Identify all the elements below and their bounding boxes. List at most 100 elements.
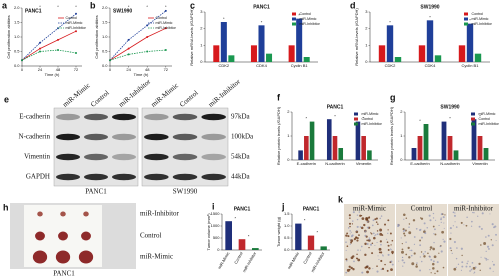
nucleus bbox=[397, 223, 400, 226]
nucleus bbox=[484, 257, 486, 259]
bar bbox=[213, 45, 220, 62]
significance-mark: * bbox=[223, 16, 225, 21]
stained-nucleus bbox=[387, 248, 390, 251]
nucleus bbox=[436, 261, 439, 264]
nucleus bbox=[478, 225, 481, 228]
legend-label: miR-Mimic bbox=[479, 112, 496, 116]
x-tick-label: 0 bbox=[109, 67, 112, 72]
legend-label: miR-Inhibitor bbox=[66, 26, 87, 30]
stained-nucleus bbox=[401, 248, 404, 251]
nucleus bbox=[492, 270, 494, 272]
stained-nucleus bbox=[381, 267, 385, 270]
blot-size-label: 100kDa bbox=[231, 133, 254, 141]
stained-nucleus bbox=[415, 265, 418, 268]
legend-label: miR-Mimic bbox=[156, 21, 173, 25]
nucleus bbox=[430, 258, 433, 261]
panel-letter: h bbox=[3, 202, 9, 212]
legend-swatch bbox=[354, 122, 358, 126]
bar bbox=[483, 148, 489, 160]
bar bbox=[441, 121, 447, 160]
nucleus bbox=[356, 218, 359, 221]
nucleus bbox=[432, 217, 435, 219]
stained-nucleus bbox=[365, 217, 369, 221]
legend-swatch bbox=[464, 22, 468, 26]
nucleus bbox=[452, 225, 454, 227]
nucleus bbox=[474, 266, 477, 268]
nucleus bbox=[433, 241, 435, 244]
bar bbox=[307, 235, 315, 250]
stained-nucleus bbox=[411, 262, 415, 266]
legend-swatch bbox=[471, 112, 475, 116]
bar bbox=[426, 20, 434, 62]
x-tick-label: Cyclin B1 bbox=[291, 63, 309, 68]
blot-band bbox=[56, 173, 80, 181]
tumor-row-label: miR-Mimic bbox=[140, 253, 173, 261]
point bbox=[146, 50, 149, 53]
nucleus bbox=[455, 266, 457, 269]
stained-nucleus bbox=[389, 232, 392, 235]
blot-column-label: Control bbox=[178, 89, 200, 109]
stained-nucleus bbox=[370, 233, 373, 235]
cell-line-label: PANC1 bbox=[53, 270, 75, 278]
nucleus bbox=[372, 268, 374, 270]
stained-nucleus bbox=[449, 237, 452, 241]
series-line bbox=[109, 10, 167, 61]
nucleus bbox=[481, 212, 484, 215]
y-tick-label: 2 bbox=[400, 109, 403, 114]
nucleus bbox=[485, 259, 487, 261]
nucleus bbox=[495, 233, 497, 236]
stained-nucleus bbox=[360, 226, 364, 230]
nucleus bbox=[390, 248, 392, 250]
y-tick-label: 0 bbox=[200, 59, 203, 64]
x-tick-label: 48 bbox=[56, 67, 61, 72]
nucleus bbox=[356, 229, 358, 232]
nucleus bbox=[420, 260, 423, 263]
nucleus bbox=[471, 220, 473, 223]
stained-nucleus bbox=[436, 270, 439, 273]
nucleus bbox=[408, 226, 410, 228]
legend-label: miR-Inhibitor bbox=[479, 122, 500, 126]
x-tick-label: Control bbox=[233, 251, 244, 265]
nucleus bbox=[379, 231, 381, 233]
x-tick-label: 72 bbox=[74, 67, 79, 72]
x-tick-label: N-cadherin bbox=[325, 161, 345, 166]
bar bbox=[304, 136, 309, 160]
legend-swatch bbox=[292, 22, 296, 26]
stained-nucleus bbox=[430, 272, 432, 274]
blot-membrane bbox=[53, 107, 139, 187]
nucleus bbox=[351, 234, 354, 237]
x-tick-label: E-cadherin bbox=[410, 161, 429, 166]
nucleus bbox=[366, 220, 369, 223]
stained-nucleus bbox=[408, 231, 412, 235]
legend-label: miR-Mimic bbox=[362, 112, 379, 116]
nucleus bbox=[493, 226, 495, 229]
significance-mark: * bbox=[128, 4, 130, 9]
nucleus bbox=[461, 261, 464, 264]
bar bbox=[434, 55, 442, 62]
nucleus bbox=[360, 249, 362, 251]
legend-swatch bbox=[354, 112, 358, 116]
stained-nucleus bbox=[350, 266, 353, 270]
significance-mark: * bbox=[419, 118, 421, 123]
stained-nucleus bbox=[366, 239, 369, 242]
blot-band bbox=[144, 173, 169, 181]
nucleus bbox=[488, 247, 490, 250]
nucleus bbox=[438, 224, 440, 227]
panel-letter: g bbox=[390, 92, 396, 102]
nucleus bbox=[364, 234, 367, 237]
chart-title: PANC1 bbox=[327, 104, 344, 110]
nucleus bbox=[486, 245, 490, 248]
nucleus bbox=[401, 259, 404, 262]
nucleus bbox=[390, 260, 393, 263]
stained-nucleus bbox=[356, 237, 359, 240]
nucleus bbox=[480, 256, 482, 258]
blot-band bbox=[201, 113, 226, 121]
nucleus bbox=[372, 219, 375, 222]
stained-nucleus bbox=[433, 255, 437, 259]
stained-nucleus bbox=[371, 252, 374, 255]
nucleus bbox=[454, 212, 456, 214]
stained-nucleus bbox=[371, 242, 374, 244]
ihc-label: miR-Inhibitor bbox=[454, 205, 494, 213]
nucleus bbox=[473, 272, 475, 274]
significance-mark: * bbox=[304, 218, 306, 223]
